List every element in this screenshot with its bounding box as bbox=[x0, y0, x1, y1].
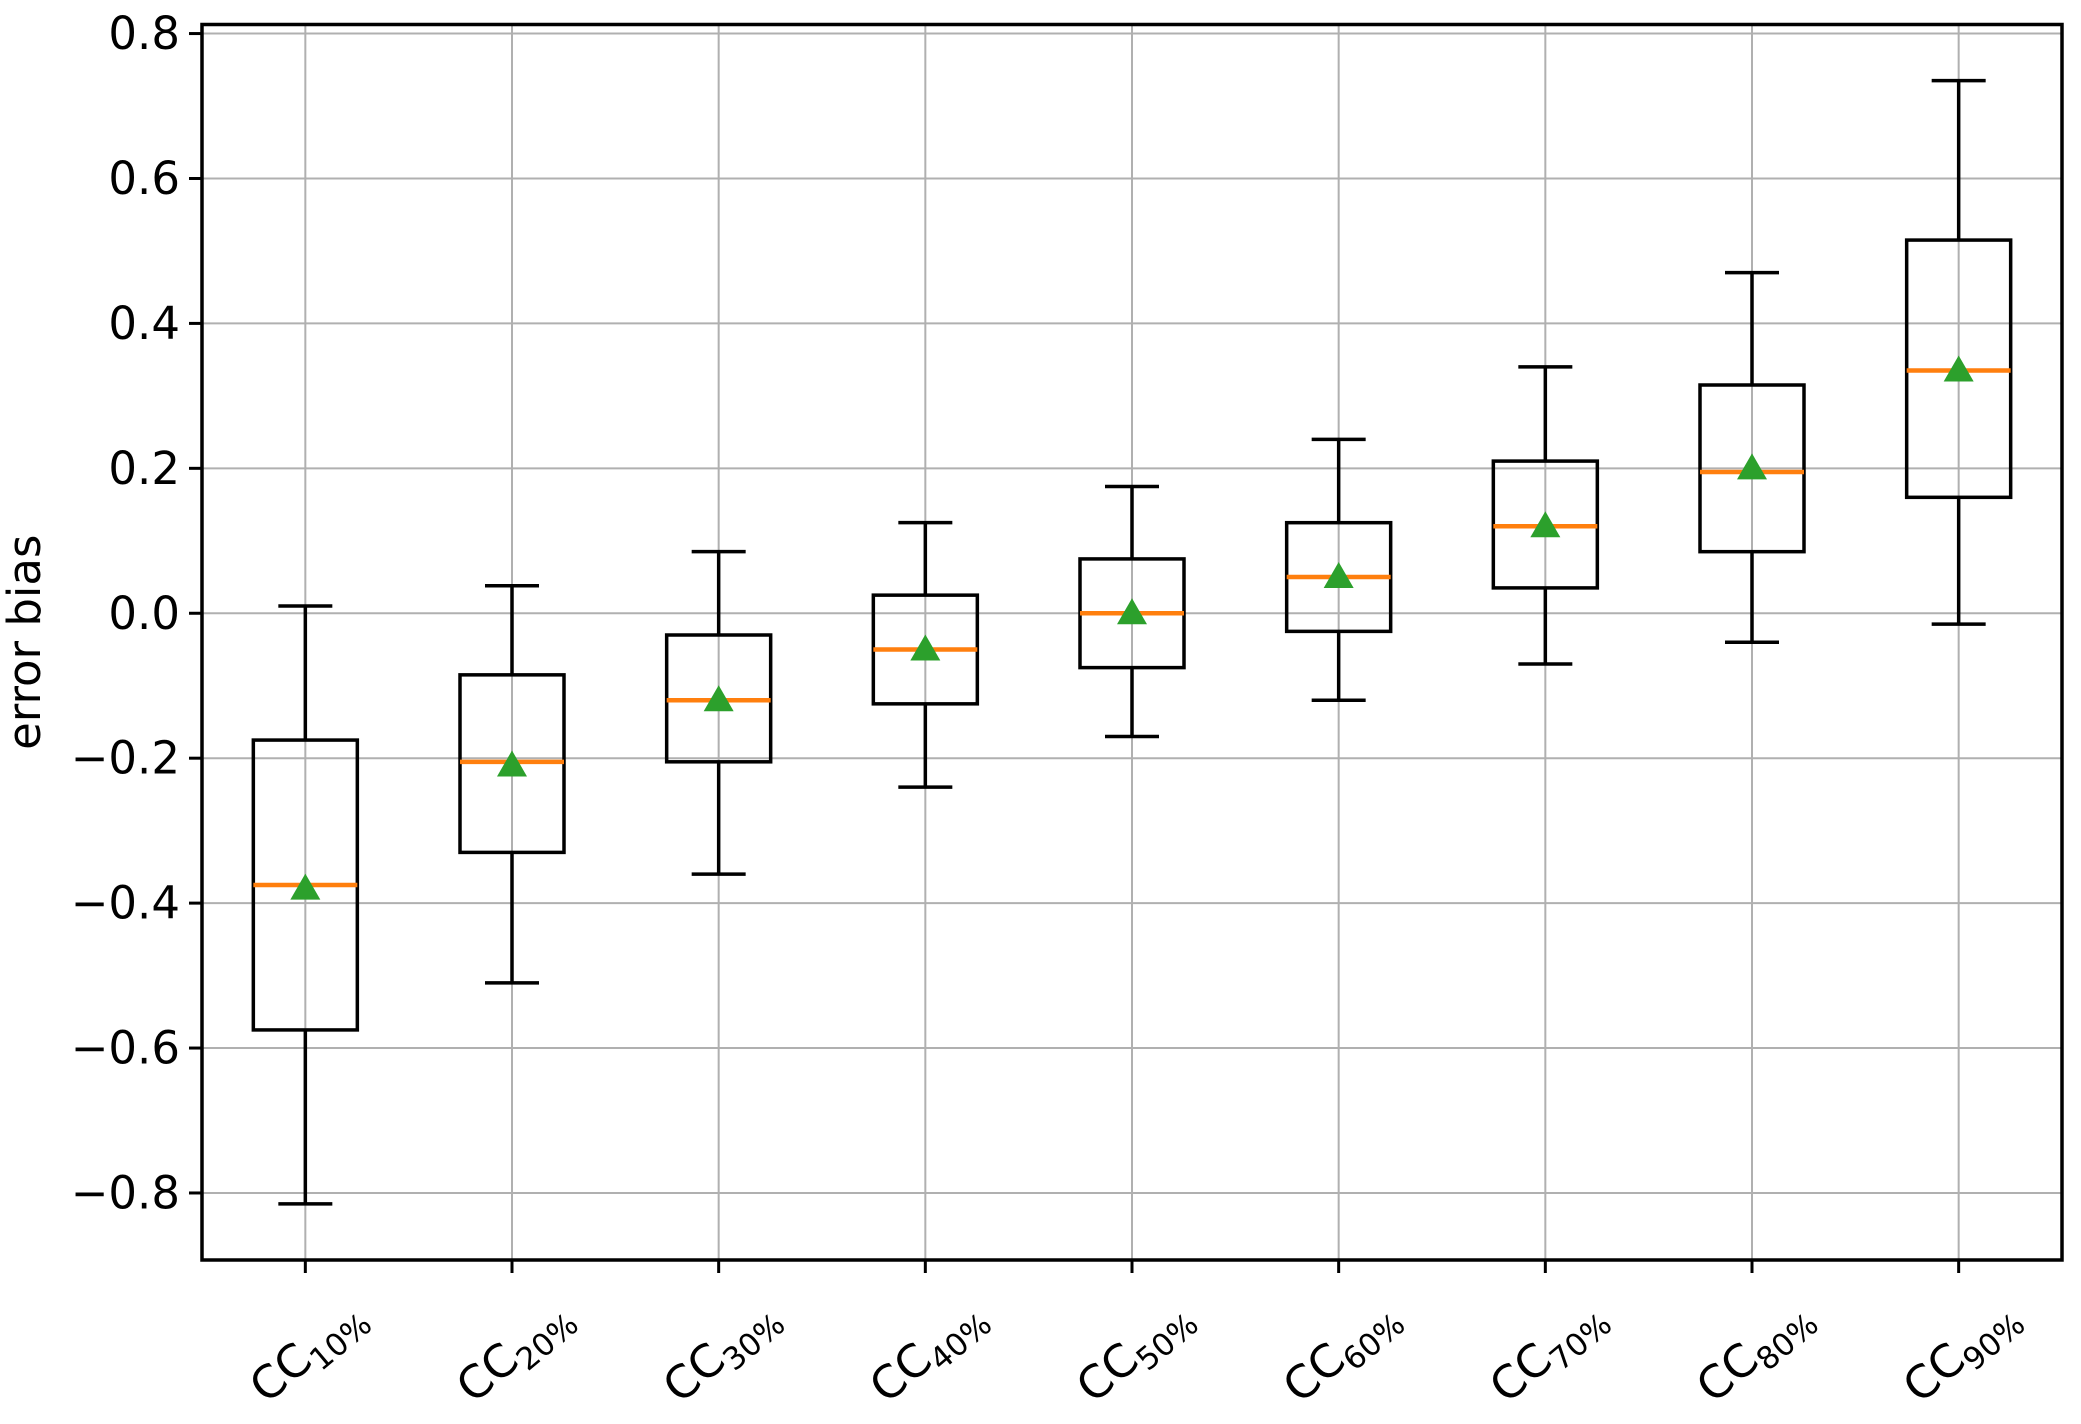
box-CC80% bbox=[1698, 270, 1806, 644]
box-CC60% bbox=[1284, 437, 1393, 702]
box-CC10% bbox=[251, 604, 360, 1206]
boxes-layer bbox=[251, 78, 2013, 1206]
y-tick-label: −0.8 bbox=[71, 1166, 180, 1219]
y-tick-label: 0.6 bbox=[108, 152, 180, 205]
mean-marker-icon bbox=[497, 750, 527, 777]
y-tick-label: 0.4 bbox=[108, 297, 180, 350]
box-CC50% bbox=[1078, 484, 1186, 739]
y-axis: 0.8 0.6 0.4 0.2 0.0 −0.2 −0.4 −0.6 −0.8 bbox=[71, 7, 202, 1219]
y-axis-label: error bias bbox=[0, 535, 51, 750]
y-tick-label: 0.0 bbox=[108, 587, 180, 640]
box-CC70% bbox=[1491, 365, 1600, 666]
iqr-box bbox=[1698, 383, 1806, 554]
box-CC30% bbox=[664, 549, 773, 876]
mean-marker-icon bbox=[1117, 598, 1147, 625]
mean-marker-icon bbox=[1323, 562, 1354, 589]
mean-marker-icon bbox=[910, 634, 941, 661]
y-tick-label: −0.2 bbox=[71, 732, 180, 785]
y-tick-label: 0.8 bbox=[108, 7, 180, 60]
y-tick-label: −0.6 bbox=[71, 1022, 180, 1075]
mean-marker-icon bbox=[290, 873, 321, 900]
y-tick-label: 0.2 bbox=[108, 442, 180, 495]
mean-marker-icon bbox=[1943, 355, 1974, 382]
mean-marker-icon bbox=[1737, 453, 1767, 480]
mean-marker-icon bbox=[1530, 511, 1561, 538]
y-tick-label: −0.4 bbox=[71, 877, 180, 930]
box-CC20% bbox=[458, 583, 566, 985]
box-CC40% bbox=[871, 520, 980, 789]
box-CC90% bbox=[1904, 78, 2013, 626]
mean-marker-icon bbox=[703, 685, 734, 712]
